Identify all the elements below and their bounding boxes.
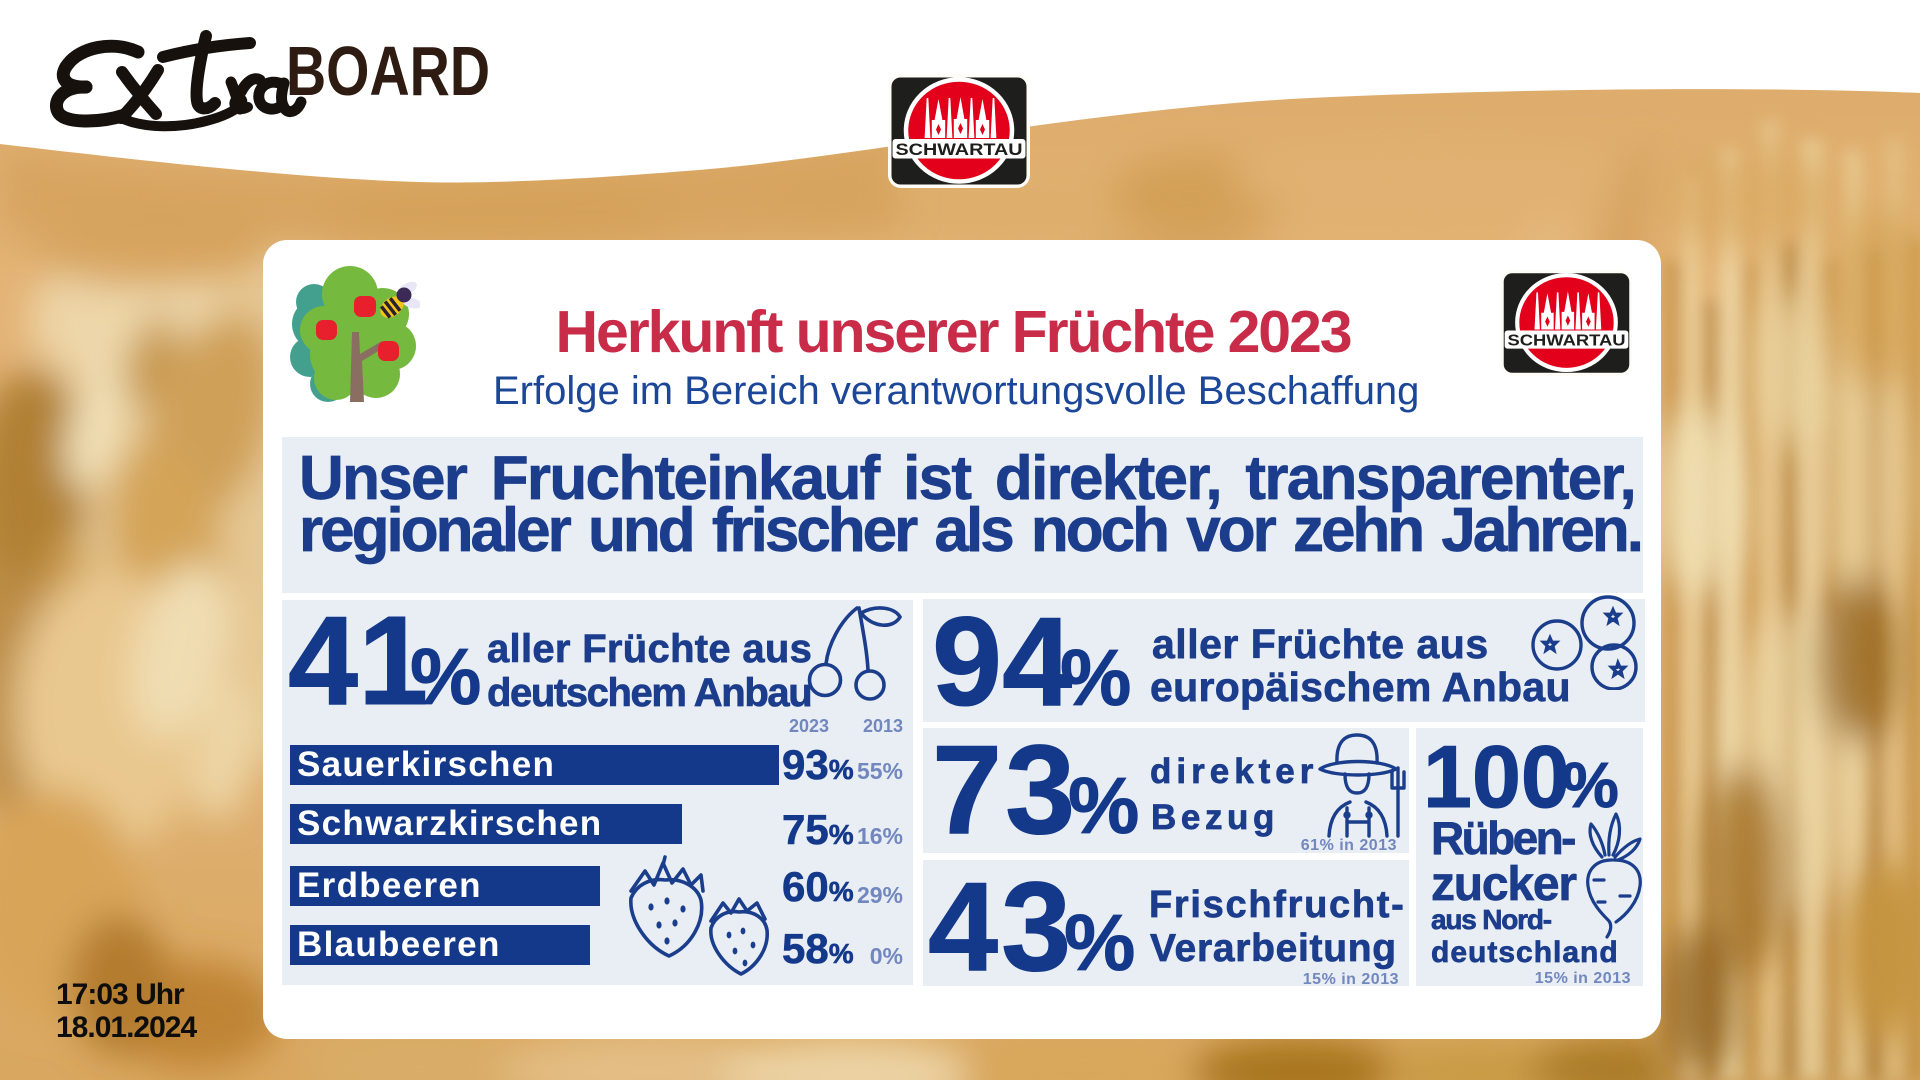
svg-text:BOARD: BOARD <box>286 32 490 110</box>
